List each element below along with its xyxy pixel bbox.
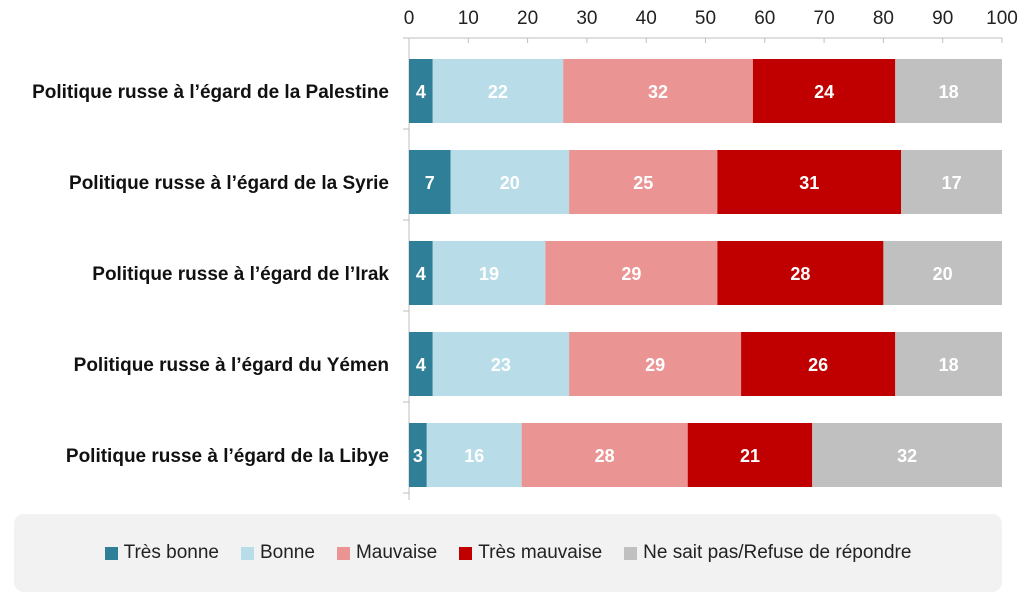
- data-label: 20: [933, 264, 953, 284]
- data-label: 29: [645, 355, 665, 375]
- data-label: 24: [814, 82, 834, 102]
- data-label: 3: [413, 446, 423, 466]
- bar-segment: [569, 150, 718, 214]
- legend-item: Mauvaise: [336, 542, 438, 564]
- bar-segment: [409, 59, 433, 123]
- data-label: 19: [479, 264, 499, 284]
- x-tick-label: 40: [636, 8, 657, 29]
- legend-swatch: [459, 546, 473, 560]
- bar-segment: [563, 59, 753, 123]
- data-label: 20: [500, 173, 520, 193]
- data-label: 22: [488, 82, 508, 102]
- data-label: 23: [491, 355, 511, 375]
- bar-segment: [432, 241, 546, 305]
- legend-label: Ne sait pas/Refuse de répondre: [643, 542, 912, 563]
- bar-segment: [409, 241, 433, 305]
- legend-item: Très mauvaise: [459, 542, 602, 564]
- legend-item: Bonne: [240, 542, 315, 564]
- bar-segment: [432, 59, 564, 123]
- data-label: 18: [939, 355, 959, 375]
- x-tick-label: 60: [754, 8, 775, 29]
- data-label: 29: [621, 264, 641, 284]
- data-label: 32: [648, 82, 668, 102]
- x-tick-label: 70: [814, 8, 835, 29]
- data-label: 26: [808, 355, 828, 375]
- legend-label: Très bonne: [123, 542, 219, 563]
- legend-swatch: [336, 546, 350, 560]
- bar-segment: [812, 423, 1002, 487]
- data-label: 28: [595, 446, 615, 466]
- legend-label: Très mauvaise: [478, 542, 603, 563]
- legend-label: Bonne: [259, 542, 315, 563]
- bar-segment: [409, 423, 427, 487]
- data-label: 7: [425, 173, 435, 193]
- data-label: 21: [740, 446, 760, 466]
- legend-swatch: [240, 546, 254, 560]
- legend-swatch: [624, 546, 638, 560]
- data-label: 4: [416, 264, 426, 284]
- data-label: 25: [633, 173, 653, 193]
- x-tick-label: 20: [517, 8, 538, 29]
- data-label: 16: [464, 446, 484, 466]
- bar-segment: [409, 150, 451, 214]
- bar-segment: [752, 59, 896, 123]
- legend-item: Ne sait pas/Refuse de répondre: [624, 542, 911, 564]
- x-tick-label: 0: [404, 8, 415, 29]
- bar-segment: [432, 332, 570, 396]
- x-tick-label: 80: [873, 8, 894, 29]
- data-label: 4: [416, 355, 426, 375]
- x-tick-label: 90: [932, 8, 953, 29]
- data-label: 4: [416, 82, 426, 102]
- bar-segment: [409, 332, 433, 396]
- bar-segment: [895, 332, 1002, 396]
- bar-segment: [741, 332, 896, 396]
- bar-segment: [901, 150, 1002, 214]
- data-label: 18: [939, 82, 959, 102]
- data-label: 28: [790, 264, 810, 284]
- legend-items: Très bonne Bonne Mauvaise Très mauvaise Ne s…: [14, 514, 1002, 592]
- x-tick-label: 100: [986, 8, 1018, 29]
- bar-segment: [569, 332, 742, 396]
- data-label: 31: [799, 173, 819, 193]
- data-label: 32: [897, 446, 917, 466]
- bar-segment: [545, 241, 718, 305]
- bar-segment: [450, 150, 570, 214]
- bar-segment: [521, 423, 688, 487]
- legend-swatch: [104, 546, 118, 560]
- legend-label: Mauvaise: [355, 542, 438, 563]
- bar-segment: [717, 241, 884, 305]
- legend: Très bonne Bonne Mauvaise Très mauvaise Ne s…: [14, 514, 1002, 592]
- x-tick-label: 30: [576, 8, 597, 29]
- x-tick-label: 50: [695, 8, 716, 29]
- bar-segment: [883, 241, 1002, 305]
- bar-segment: [426, 423, 522, 487]
- x-tick-label: 10: [458, 8, 479, 29]
- category-label: Politique russe à l’égard de la Palestin…: [32, 82, 389, 103]
- bar-segment: [895, 59, 1002, 123]
- bar-segment: [717, 150, 902, 214]
- legend-item: Très bonne: [104, 542, 219, 564]
- category-label: Politique russe à l’égard de la Syrie: [69, 173, 389, 194]
- category-label: Politique russe à l’égard de l’Irak: [92, 264, 389, 285]
- category-label: Politique russe à l’égard de la Libye: [66, 446, 389, 467]
- category-label: Politique russe à l’égard du Yémen: [74, 355, 389, 376]
- data-label: 17: [942, 173, 962, 193]
- bar-segment: [687, 423, 813, 487]
